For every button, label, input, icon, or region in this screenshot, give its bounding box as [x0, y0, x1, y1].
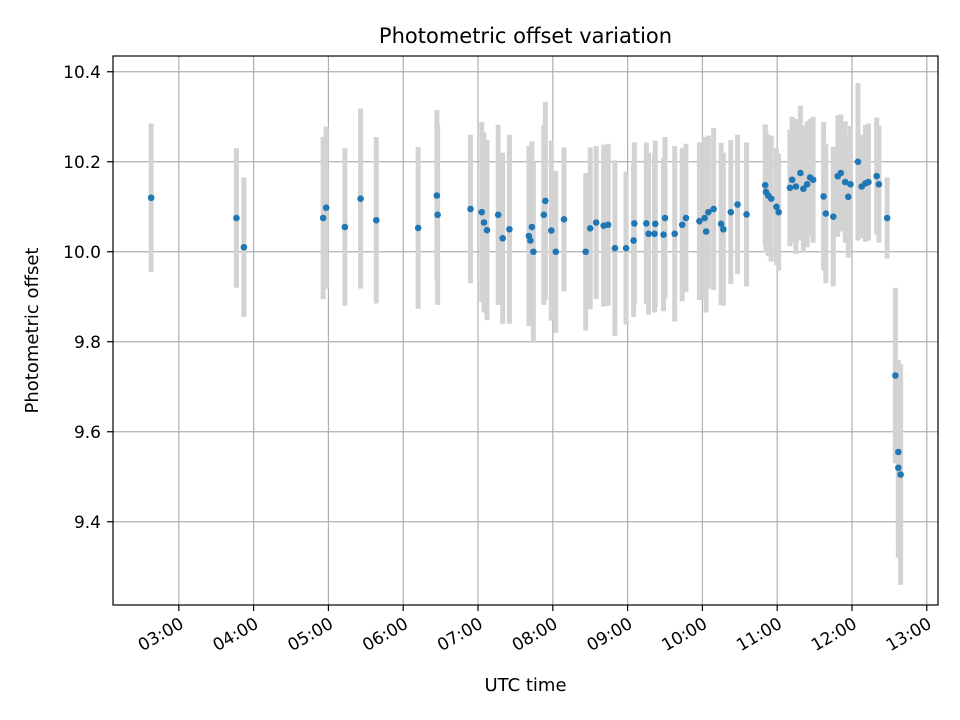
- data-point: [604, 221, 612, 229]
- data-point: [671, 230, 679, 238]
- data-point: [483, 226, 491, 234]
- data-point: [586, 225, 594, 232]
- data-point: [240, 243, 248, 251]
- data-point: [829, 213, 837, 220]
- y-tick-label: 10.4: [63, 63, 101, 83]
- data-point: [592, 219, 600, 226]
- x-axis-label: UTC time: [484, 675, 566, 696]
- data-point: [552, 248, 560, 256]
- data-point: [865, 178, 872, 186]
- y-tick-label: 9.4: [74, 513, 101, 533]
- data-point: [803, 180, 811, 188]
- data-point: [631, 220, 638, 227]
- data-point: [341, 223, 349, 231]
- data-point: [372, 216, 380, 224]
- data-point: [414, 224, 422, 232]
- data-point: [233, 214, 240, 222]
- data-point: [434, 211, 441, 219]
- data-point: [147, 194, 155, 202]
- data-point: [540, 211, 548, 219]
- data-point: [701, 214, 708, 222]
- data-point: [661, 214, 669, 222]
- data-point: [854, 158, 862, 166]
- data-point: [841, 178, 849, 186]
- data-point: [717, 220, 725, 228]
- data-point: [743, 211, 750, 218]
- data-point: [319, 214, 327, 222]
- data-point: [895, 464, 902, 472]
- data-point: [611, 244, 619, 252]
- data-point: [727, 208, 735, 216]
- y-tick-label: 9.8: [74, 333, 101, 353]
- chart-title: Photometric offset variation: [379, 24, 672, 48]
- data-point: [642, 220, 650, 227]
- data-point: [844, 193, 852, 201]
- data-point: [895, 448, 902, 456]
- data-point: [528, 223, 536, 231]
- data-point: [788, 176, 796, 184]
- data-point: [433, 192, 441, 199]
- data-point: [883, 214, 891, 222]
- data-point: [494, 211, 502, 219]
- data-point: [767, 195, 775, 202]
- data-point: [734, 201, 741, 208]
- data-point: [530, 248, 537, 256]
- data-point: [499, 234, 506, 242]
- data-point: [480, 219, 488, 226]
- data-point: [322, 204, 330, 211]
- data-point: [710, 205, 717, 213]
- data-point: [875, 180, 883, 188]
- data-point: [897, 471, 904, 478]
- data-point: [847, 180, 854, 188]
- data-point: [837, 169, 845, 177]
- y-axis-label: Photometric offset: [22, 248, 43, 414]
- plot-frame: [112, 55, 939, 606]
- data-point: [357, 195, 364, 202]
- data-point: [651, 230, 658, 238]
- data-point: [560, 216, 568, 223]
- data-point: [645, 230, 652, 238]
- data-point: [705, 208, 712, 216]
- data-point: [892, 372, 899, 379]
- data-point: [786, 184, 794, 192]
- data-point: [809, 176, 817, 184]
- data-point: [822, 210, 830, 217]
- data-point: [720, 225, 727, 233]
- data-point: [630, 237, 637, 244]
- data-point: [797, 169, 804, 177]
- data-point: [622, 244, 630, 252]
- data-point: [660, 231, 667, 238]
- data-point: [682, 214, 690, 222]
- data-point: [527, 237, 534, 244]
- data-point: [792, 183, 800, 190]
- data-point: [761, 181, 769, 189]
- y-tick-label: 9.6: [74, 423, 101, 443]
- data-point: [678, 221, 686, 229]
- data-point: [542, 197, 549, 205]
- data-point: [478, 208, 486, 216]
- data-point: [467, 205, 474, 213]
- data-point: [702, 228, 710, 235]
- y-tick-label: 10.2: [63, 153, 101, 173]
- data-point: [820, 193, 827, 200]
- data-point: [582, 248, 590, 256]
- data-points: [147, 158, 904, 478]
- data-point: [800, 185, 807, 193]
- data-point: [696, 217, 703, 225]
- data-point: [651, 220, 659, 228]
- data-point: [775, 208, 782, 216]
- data-point: [873, 172, 880, 180]
- y-tick-label: 10.0: [63, 243, 101, 263]
- data-point: [548, 227, 555, 234]
- data-point: [506, 225, 513, 233]
- data-point: [773, 203, 780, 211]
